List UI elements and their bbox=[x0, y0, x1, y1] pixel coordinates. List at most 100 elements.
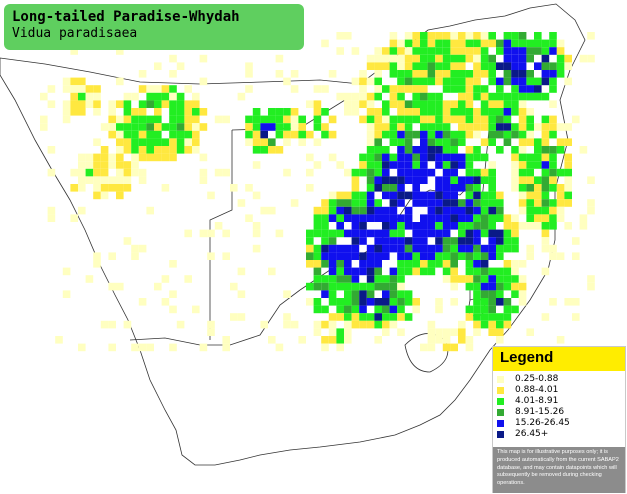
atlas-cell bbox=[40, 92, 48, 101]
atlas-cell bbox=[465, 267, 474, 276]
atlas-cell bbox=[283, 77, 291, 86]
atlas-cell bbox=[344, 92, 352, 101]
atlas-cell bbox=[374, 62, 382, 70]
atlas-cell bbox=[116, 153, 124, 162]
atlas-cell bbox=[169, 100, 177, 108]
atlas-cell bbox=[412, 168, 420, 177]
atlas-cell bbox=[427, 168, 436, 177]
atlas-cell bbox=[389, 176, 398, 184]
atlas-cell bbox=[306, 100, 314, 108]
atlas-cell bbox=[397, 176, 405, 184]
atlas-cell bbox=[336, 343, 344, 352]
atlas-cell bbox=[93, 252, 101, 260]
atlas-cell bbox=[458, 153, 466, 162]
atlas-cell bbox=[549, 85, 557, 93]
atlas-cell bbox=[511, 222, 519, 230]
atlas-cell bbox=[138, 168, 147, 177]
atlas-cell bbox=[465, 252, 474, 260]
atlas-cell bbox=[93, 92, 101, 101]
atlas-cell bbox=[511, 100, 519, 108]
atlas-cell bbox=[518, 62, 527, 70]
atlas-cell bbox=[541, 77, 550, 86]
atlas-cell bbox=[207, 229, 215, 238]
atlas-cell bbox=[442, 47, 451, 55]
atlas-cell bbox=[549, 153, 557, 162]
atlas-cell bbox=[503, 313, 512, 321]
atlas-cell bbox=[511, 108, 519, 116]
atlas-cell bbox=[374, 77, 382, 86]
atlas-cell bbox=[458, 32, 466, 40]
atlas-cell bbox=[328, 320, 337, 329]
atlas-cell bbox=[473, 62, 481, 70]
atlas-cell bbox=[397, 85, 405, 93]
atlas-cell bbox=[154, 85, 162, 93]
atlas-cell bbox=[404, 146, 413, 154]
atlas-cell bbox=[450, 153, 458, 162]
atlas-cell bbox=[511, 54, 519, 63]
atlas-cell bbox=[55, 336, 63, 344]
atlas-cell bbox=[161, 85, 170, 93]
atlas-cell bbox=[450, 343, 458, 352]
atlas-cell bbox=[480, 138, 489, 146]
atlas-cell bbox=[321, 85, 329, 93]
atlas-cell bbox=[154, 130, 162, 139]
atlas-cell bbox=[313, 267, 322, 276]
atlas-cell bbox=[359, 153, 367, 162]
atlas-cell bbox=[389, 47, 398, 55]
atlas-cell bbox=[450, 214, 458, 222]
atlas-cell bbox=[131, 343, 139, 352]
atlas-cell bbox=[382, 282, 390, 291]
atlas-cell bbox=[496, 237, 504, 245]
atlas-cell bbox=[473, 298, 481, 306]
atlas-cell bbox=[480, 85, 489, 93]
atlas-cell bbox=[176, 320, 185, 329]
atlas-cell bbox=[556, 62, 565, 70]
atlas-cell bbox=[556, 199, 565, 207]
atlas-cell bbox=[366, 313, 375, 321]
atlas-cell bbox=[541, 267, 550, 276]
atlas-cell bbox=[260, 146, 268, 154]
atlas-cell bbox=[344, 168, 352, 177]
atlas-cell bbox=[465, 313, 474, 321]
atlas-cell bbox=[442, 191, 451, 200]
atlas-cell bbox=[397, 313, 405, 321]
atlas-cell bbox=[374, 214, 382, 222]
atlas-cell bbox=[192, 305, 200, 314]
atlas-cell bbox=[85, 161, 94, 169]
atlas-cell bbox=[450, 328, 458, 336]
atlas-cell bbox=[518, 85, 527, 93]
atlas-cell bbox=[556, 206, 565, 215]
atlas-cell bbox=[108, 252, 116, 260]
atlas-cell bbox=[176, 62, 185, 70]
atlas-cell bbox=[503, 282, 512, 291]
atlas-cell bbox=[587, 54, 595, 63]
atlas-cell bbox=[412, 85, 420, 93]
atlas-cell bbox=[359, 100, 367, 108]
atlas-cell bbox=[93, 100, 101, 108]
atlas-cell bbox=[321, 108, 329, 116]
atlas-cell bbox=[442, 328, 451, 336]
atlas-cell bbox=[85, 176, 94, 184]
atlas-cell bbox=[534, 146, 542, 154]
atlas-cell bbox=[480, 199, 489, 207]
atlas-cell bbox=[450, 100, 458, 108]
atlas-cell bbox=[556, 70, 565, 78]
atlas-cell bbox=[382, 206, 390, 215]
atlas-cell bbox=[427, 123, 436, 131]
atlas-cell bbox=[556, 54, 565, 63]
atlas-cell bbox=[458, 229, 466, 238]
species-common-name: Long-tailed Paradise-Whydah bbox=[12, 9, 240, 25]
atlas-cell bbox=[496, 191, 504, 200]
atlas-cell bbox=[465, 260, 474, 268]
atlas-cell bbox=[442, 267, 451, 276]
atlas-cell bbox=[427, 206, 436, 215]
atlas-cell bbox=[260, 138, 268, 146]
atlas-cell bbox=[344, 199, 352, 207]
atlas-cell bbox=[131, 123, 139, 131]
atlas-cell bbox=[450, 130, 458, 139]
atlas-cell bbox=[306, 184, 314, 192]
atlas-cell bbox=[184, 229, 192, 238]
atlas-cell bbox=[435, 328, 443, 336]
atlas-cell bbox=[473, 229, 481, 238]
atlas-cell bbox=[556, 336, 565, 344]
